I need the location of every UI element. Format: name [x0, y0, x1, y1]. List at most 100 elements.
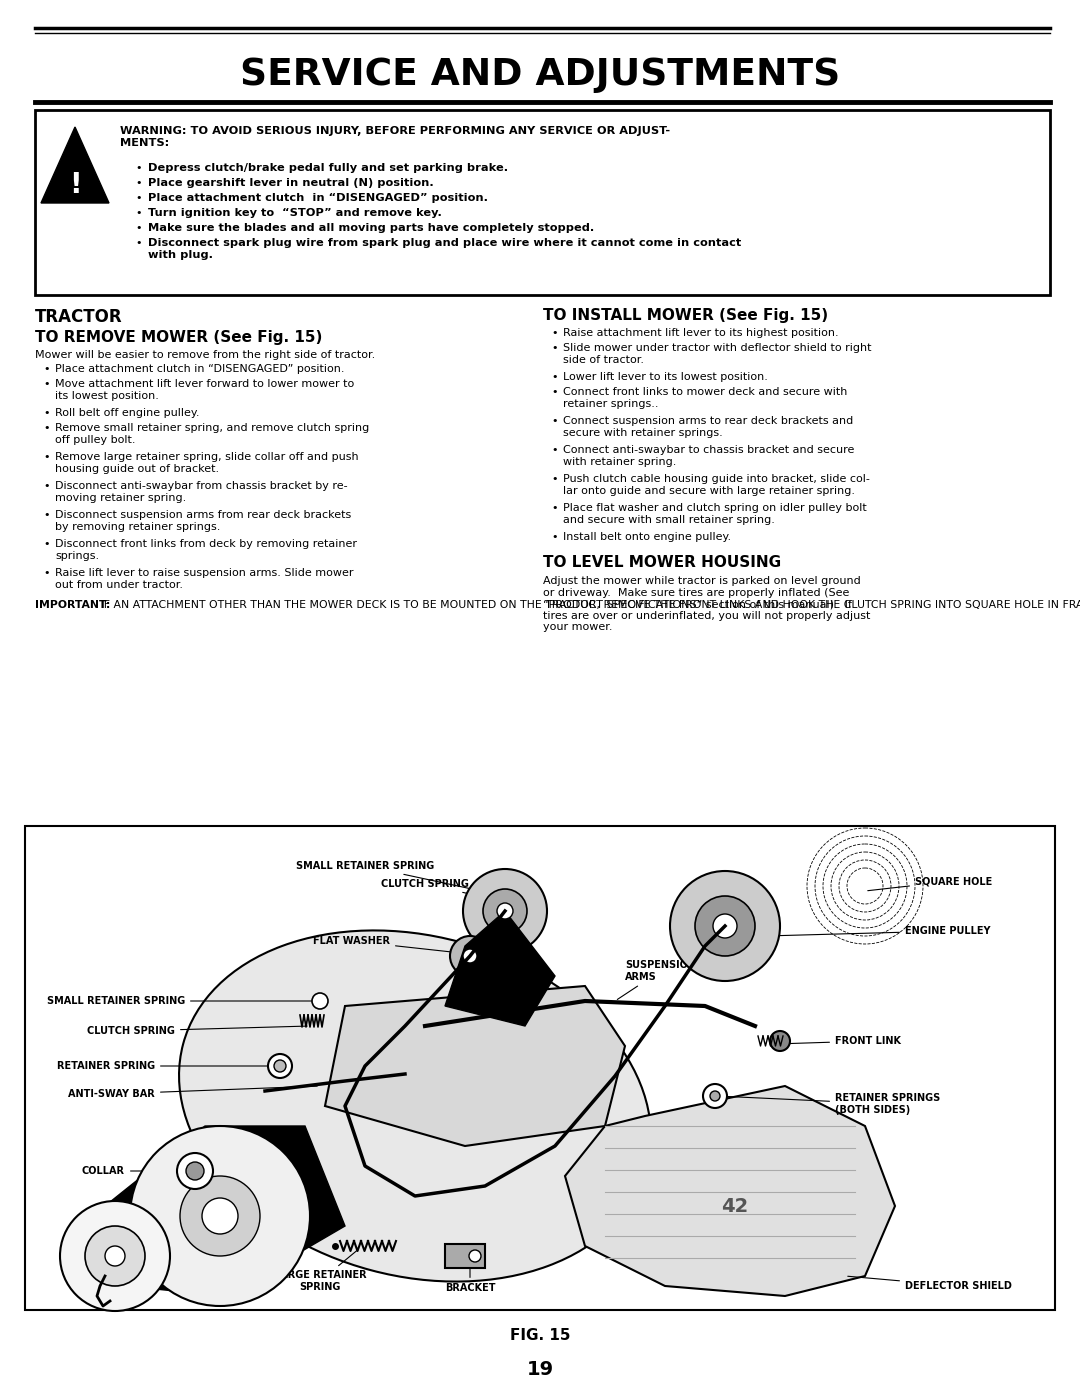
Text: SERVICE AND ADJUSTMENTS: SERVICE AND ADJUSTMENTS	[240, 57, 840, 94]
Text: IF AN ATTACHMENT OTHER THAN THE MOWER DECK IS TO BE MOUNTED ON THE TRACTOR, REMO: IF AN ATTACHMENT OTHER THAN THE MOWER DE…	[97, 599, 1080, 610]
Polygon shape	[445, 911, 555, 1025]
Text: SMALL RETAINER SPRING: SMALL RETAINER SPRING	[296, 861, 492, 894]
Circle shape	[670, 870, 780, 981]
Text: 42: 42	[721, 1196, 748, 1215]
Circle shape	[177, 1153, 213, 1189]
Text: RETAINER SPRINGS
(BOTH SIDES): RETAINER SPRINGS (BOTH SIDES)	[719, 1094, 941, 1115]
Circle shape	[60, 1201, 170, 1310]
Text: TO LEVEL MOWER HOUSING: TO LEVEL MOWER HOUSING	[543, 555, 781, 570]
Text: Install belt onto engine pulley.: Install belt onto engine pulley.	[563, 532, 731, 542]
Text: CLUTCH SPRING: CLUTCH SPRING	[87, 1025, 307, 1037]
Text: COLLAR: COLLAR	[82, 1166, 192, 1176]
Text: SUSPENSION
ARMS: SUSPENSION ARMS	[618, 960, 696, 999]
Text: •: •	[43, 481, 50, 490]
Text: •: •	[551, 474, 557, 483]
Text: •: •	[551, 416, 557, 426]
Text: Move attachment lift lever forward to lower mower to
its lowest position.: Move attachment lift lever forward to lo…	[55, 379, 354, 401]
Text: Place gearshift lever in neutral (N) position.: Place gearshift lever in neutral (N) pos…	[148, 177, 434, 189]
Text: •: •	[551, 446, 557, 455]
Ellipse shape	[179, 930, 651, 1281]
Text: Place attachment clutch  in “DISENGAGED” position.: Place attachment clutch in “DISENGAGED” …	[148, 193, 488, 203]
Text: RETAINER SPRING: RETAINER SPRING	[57, 1060, 278, 1071]
Text: TRACTOR: TRACTOR	[35, 307, 123, 326]
Circle shape	[274, 1060, 286, 1071]
Text: •: •	[551, 532, 557, 542]
Polygon shape	[105, 1126, 345, 1296]
Circle shape	[713, 914, 737, 937]
Text: SMALL RETAINER SPRING: SMALL RETAINER SPRING	[46, 996, 312, 1006]
Circle shape	[770, 1031, 789, 1051]
Text: •: •	[43, 408, 50, 418]
Circle shape	[483, 888, 527, 933]
Text: FIG. 15: FIG. 15	[510, 1329, 570, 1343]
Text: •: •	[43, 539, 50, 549]
Circle shape	[469, 1250, 481, 1261]
Text: Turn ignition key to  “STOP” and remove key.: Turn ignition key to “STOP” and remove k…	[148, 208, 442, 218]
Circle shape	[105, 1246, 125, 1266]
Text: Place attachment clutch in “DISENGAGED” position.: Place attachment clutch in “DISENGAGED” …	[55, 365, 345, 374]
Circle shape	[312, 993, 328, 1009]
Text: Remove small retainer spring, and remove clutch spring
off pulley bolt.: Remove small retainer spring, and remove…	[55, 423, 369, 444]
Text: Mower will be easier to remove from the right side of tractor.: Mower will be easier to remove from the …	[35, 351, 375, 360]
Text: WARNING: TO AVOID SERIOUS INJURY, BEFORE PERFORMING ANY SERVICE OR ADJUST-
MENTS: WARNING: TO AVOID SERIOUS INJURY, BEFORE…	[120, 126, 670, 148]
Circle shape	[463, 949, 477, 963]
Text: •: •	[135, 208, 141, 218]
Text: •: •	[551, 372, 557, 381]
Circle shape	[450, 936, 490, 977]
Text: TO INSTALL MOWER (See Fig. 15): TO INSTALL MOWER (See Fig. 15)	[543, 307, 828, 323]
Text: •: •	[135, 224, 141, 233]
Text: Slide mower under tractor with deflector shield to right
side of tractor.: Slide mower under tractor with deflector…	[563, 344, 872, 365]
Text: TO REMOVE MOWER (See Fig. 15): TO REMOVE MOWER (See Fig. 15)	[35, 330, 322, 345]
Circle shape	[696, 895, 755, 956]
Text: Push clutch cable housing guide into bracket, slide col-
lar onto guide and secu: Push clutch cable housing guide into bra…	[563, 474, 869, 496]
Text: Remove large retainer spring, slide collar off and push
housing guide out of bra: Remove large retainer spring, slide coll…	[55, 453, 359, 474]
Circle shape	[186, 1162, 204, 1180]
Circle shape	[180, 1176, 260, 1256]
Text: •: •	[135, 193, 141, 203]
Text: Connect suspension arms to rear deck brackets and
secure with retainer springs.: Connect suspension arms to rear deck bra…	[563, 416, 853, 437]
Text: Connect front links to mower deck and secure with
retainer springs..: Connect front links to mower deck and se…	[563, 387, 848, 408]
Text: Place flat washer and clutch spring on idler pulley bolt
and secure with small r: Place flat washer and clutch spring on i…	[563, 503, 867, 525]
Text: Disconnect anti-swaybar from chassis bracket by re-
moving retainer spring.: Disconnect anti-swaybar from chassis bra…	[55, 481, 348, 503]
Text: •: •	[43, 510, 50, 520]
Text: •: •	[135, 177, 141, 189]
Text: •: •	[43, 365, 50, 374]
Text: •: •	[551, 328, 557, 338]
Text: Raise lift lever to raise suspension arms. Slide mower
out from under tractor.: Raise lift lever to raise suspension arm…	[55, 569, 353, 590]
Polygon shape	[325, 986, 625, 1146]
Circle shape	[202, 1199, 238, 1234]
Text: Roll belt off engine pulley.: Roll belt off engine pulley.	[55, 408, 200, 418]
Text: Disconnect spark plug wire from spark plug and place wire where it cannot come i: Disconnect spark plug wire from spark pl…	[148, 237, 741, 260]
Circle shape	[497, 902, 513, 919]
Text: Depress clutch/brake pedal fully and set parking brake.: Depress clutch/brake pedal fully and set…	[148, 163, 508, 173]
Circle shape	[268, 1053, 292, 1078]
Text: •: •	[43, 569, 50, 578]
Text: HOUSING GUIDE: HOUSING GUIDE	[75, 1268, 163, 1291]
Text: Raise attachment lift lever to its highest position.: Raise attachment lift lever to its highe…	[563, 328, 839, 338]
Text: Connect anti-swaybar to chassis bracket and secure
with retainer spring.: Connect anti-swaybar to chassis bracket …	[563, 446, 854, 467]
Text: •: •	[135, 163, 141, 173]
Text: DEFLECTOR SHIELD: DEFLECTOR SHIELD	[848, 1277, 1012, 1291]
Circle shape	[463, 869, 546, 953]
Text: Make sure the blades and all moving parts have completely stopped.: Make sure the blades and all moving part…	[148, 224, 594, 233]
Text: LARGE RETAINER
SPRING: LARGE RETAINER SPRING	[273, 1250, 366, 1292]
Text: Adjust the mower while tractor is parked on level ground
or driveway.  Make sure: Adjust the mower while tractor is parked…	[543, 576, 870, 633]
Text: •: •	[43, 379, 50, 388]
Circle shape	[703, 1084, 727, 1108]
Circle shape	[85, 1227, 145, 1287]
Text: ANTI-SWAY BAR: ANTI-SWAY BAR	[68, 1085, 318, 1099]
Bar	[25, 826, 1055, 1310]
Text: SQUARE HOLE: SQUARE HOLE	[867, 876, 993, 891]
Text: •: •	[551, 387, 557, 397]
Text: 19: 19	[526, 1361, 554, 1379]
Text: •: •	[551, 344, 557, 353]
Polygon shape	[565, 1085, 895, 1296]
Text: FRONT LINK: FRONT LINK	[778, 1037, 901, 1046]
Text: Disconnect suspension arms from rear deck brackets
by removing retainer springs.: Disconnect suspension arms from rear dec…	[55, 510, 351, 532]
Text: BRACKET: BRACKET	[445, 1260, 496, 1294]
Bar	[35, 110, 1050, 295]
Circle shape	[130, 1126, 310, 1306]
Text: Lower lift lever to its lowest position.: Lower lift lever to its lowest position.	[563, 372, 768, 381]
Text: •: •	[43, 423, 50, 433]
Text: •: •	[551, 503, 557, 513]
